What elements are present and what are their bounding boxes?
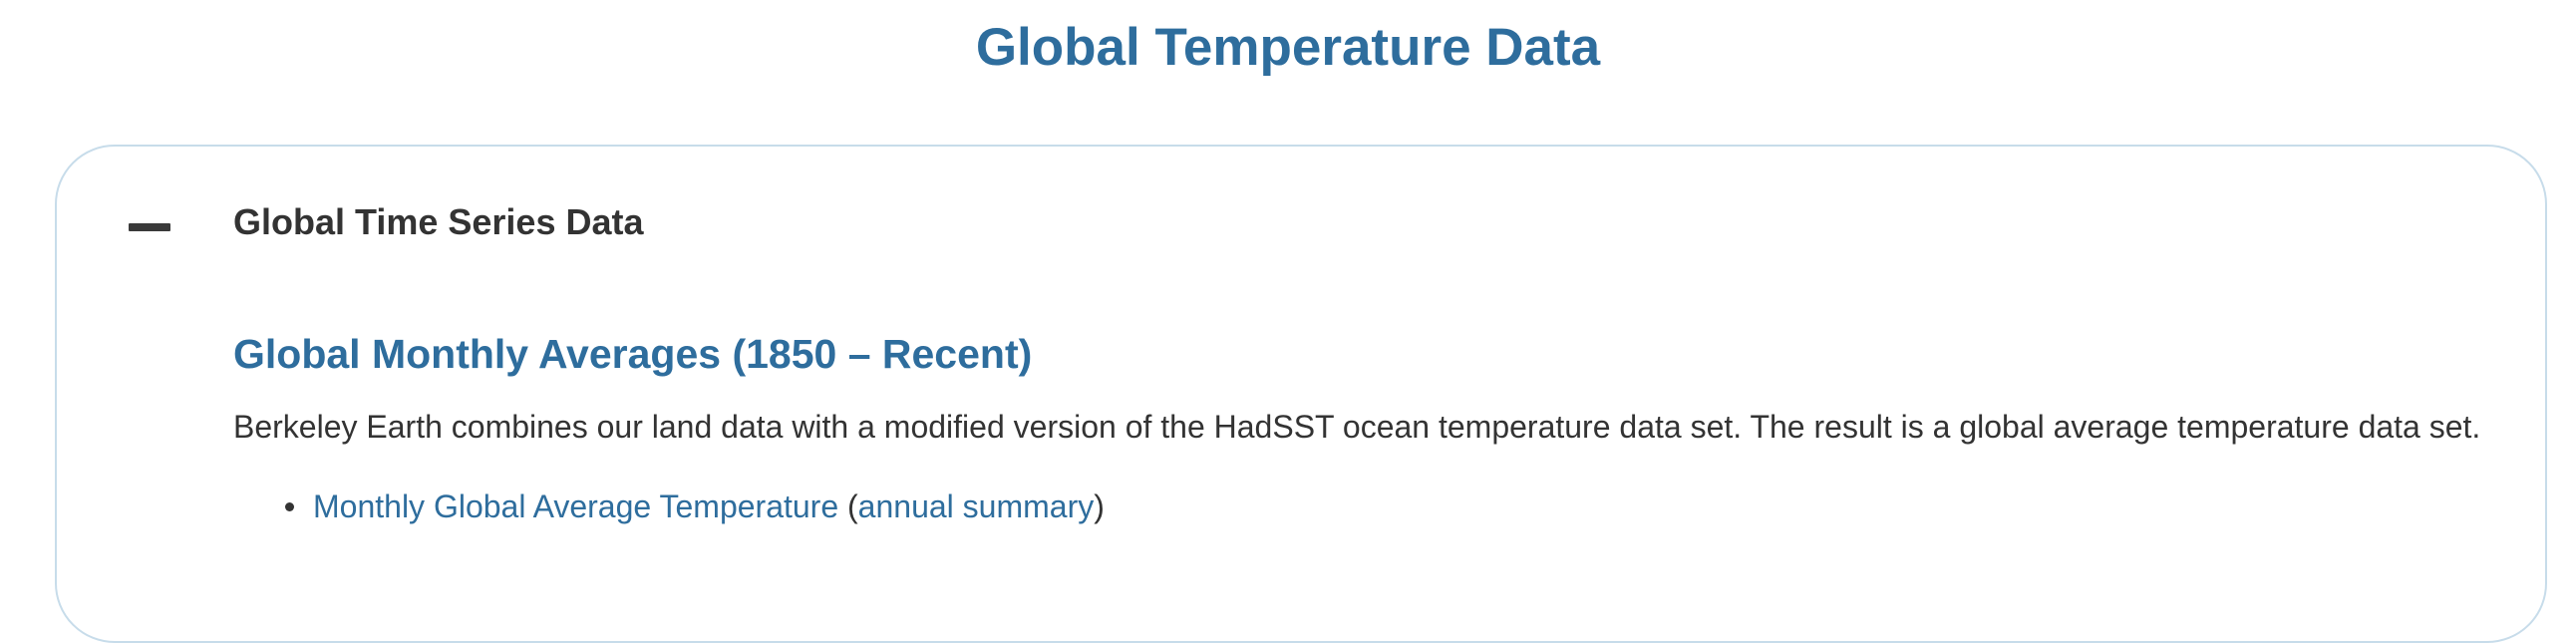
paren-open: ( [838,488,858,524]
list-item: Monthly Global Average Temperature (annu… [233,483,1105,529]
accordion-title[interactable]: Global Time Series Data [233,201,644,242]
collapse-toggle-button[interactable] [129,218,170,234]
accordion-global-time-series: Global Time Series Data Global Monthly A… [55,145,2547,643]
annual-summary-link[interactable]: annual summary [857,488,1095,524]
section-heading: Global Monthly Averages (1850 – Recent) [233,331,1033,377]
section-description: Berkeley Earth combines our land data wi… [233,409,2481,445]
page-title: Global Temperature Data [975,18,1601,77]
monthly-global-average-temperature-link[interactable]: Monthly Global Average Temperature [313,488,839,524]
minus-icon [129,223,170,231]
dataset-link-list: Monthly Global Average Temperature (annu… [233,483,1105,529]
bullet-icon [285,502,294,511]
paren-close: ) [1094,488,1105,524]
